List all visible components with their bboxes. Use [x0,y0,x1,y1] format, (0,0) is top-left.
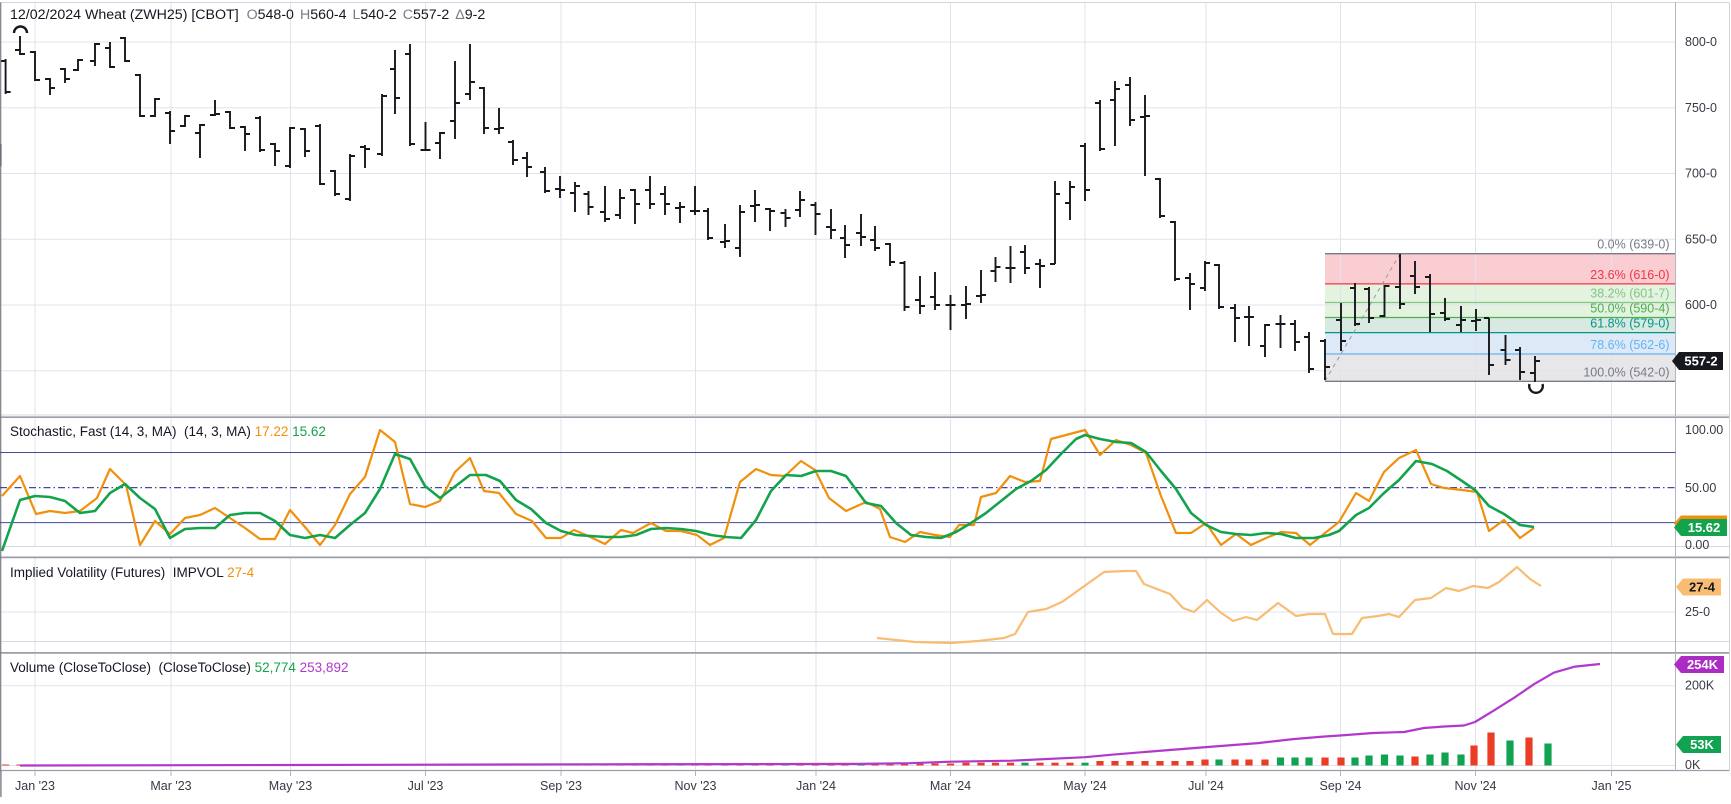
svg-text:100.00: 100.00 [1685,423,1723,437]
svg-text:Implied Volatility (Futures): Implied Volatility (Futures) IMPVOL 27-4 [10,565,255,580]
svg-text:Volume (CloseToClose) (CloseT: Volume (CloseToClose) (CloseToClose) 52,… [10,660,348,675]
svg-text:50.0% (590-4): 50.0% (590-4) [1590,302,1669,316]
svg-text:Mar '24: Mar '24 [930,779,971,793]
svg-text:Nov '23: Nov '23 [675,779,717,793]
svg-text:Sep '23: Sep '23 [540,779,582,793]
svg-text:61.8% (579-0): 61.8% (579-0) [1590,317,1669,331]
svg-text:23.6% (616-0): 23.6% (616-0) [1590,268,1669,282]
svg-text:May '23: May '23 [269,779,312,793]
svg-text:Mar '23: Mar '23 [150,779,191,793]
svg-text:50.00: 50.00 [1685,481,1716,495]
svg-text:78.6% (562-6): 78.6% (562-6) [1590,338,1669,352]
svg-text:12/02/2024 Wheat (ZWH25) [CBOT: 12/02/2024 Wheat (ZWH25) [CBOT] O548-0 H5… [10,7,485,23]
svg-text:Jan '25: Jan '25 [1592,779,1632,793]
svg-text:800-0: 800-0 [1685,35,1717,49]
svg-text:Stochastic, Fast (14, 3, MA): Stochastic, Fast (14, 3, MA) (14, 3, MA)… [10,424,326,439]
svg-text:53K: 53K [1690,737,1714,752]
svg-text:254K: 254K [1687,657,1719,672]
svg-text:38.2% (601-7): 38.2% (601-7) [1590,287,1669,301]
svg-text:Jan '23: Jan '23 [15,779,55,793]
svg-text:600-0: 600-0 [1685,298,1717,312]
svg-text:100.0% (542-0): 100.0% (542-0) [1583,365,1669,379]
svg-text:0.0% (639-0): 0.0% (639-0) [1597,238,1669,252]
svg-text:0K: 0K [1685,758,1701,772]
svg-text:650-0: 650-0 [1685,232,1717,246]
svg-text:May '24: May '24 [1063,779,1106,793]
svg-text:700-0: 700-0 [1685,167,1717,181]
svg-text:Jul '24: Jul '24 [1188,779,1224,793]
svg-text:Nov '24: Nov '24 [1455,779,1497,793]
svg-text:0.00: 0.00 [1685,538,1709,552]
svg-text:15.62: 15.62 [1688,520,1721,535]
svg-text:750-0: 750-0 [1685,101,1717,115]
svg-text:27-4: 27-4 [1689,580,1716,595]
svg-text:Jan '24: Jan '24 [796,779,836,793]
svg-text:557-2: 557-2 [1684,354,1717,369]
svg-text:Sep '24: Sep '24 [1319,779,1361,793]
svg-text:200K: 200K [1685,679,1715,693]
svg-text:25-0: 25-0 [1685,605,1710,619]
svg-text:Jul '23: Jul '23 [408,779,444,793]
